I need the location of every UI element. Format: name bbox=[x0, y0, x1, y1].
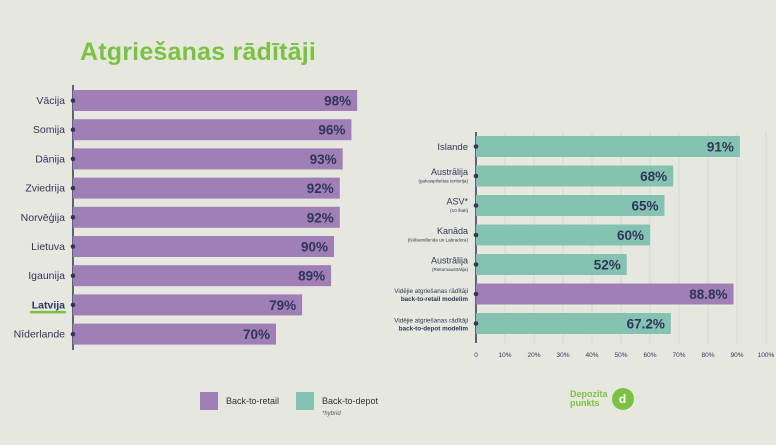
left-bar-7 bbox=[73, 294, 303, 316]
right-tick-dot-2 bbox=[473, 203, 479, 208]
left-tick-dot-4 bbox=[70, 215, 76, 220]
right-value-label-3: 60% bbox=[617, 228, 644, 243]
right-category-sublabel-1: (galvaspilsētas teritorija) bbox=[418, 179, 468, 184]
left-tick-dot-0 bbox=[70, 98, 76, 103]
logo-text: Depozīta punkts bbox=[570, 390, 608, 408]
left-bar-0 bbox=[73, 90, 358, 111]
left-bar-6 bbox=[73, 265, 332, 287]
left-category-label-7: Latvija bbox=[32, 299, 65, 311]
left-category-label-5: Lietuva bbox=[31, 241, 65, 253]
left-category-label-3: Zviedrija bbox=[25, 183, 65, 195]
right-x-tick-9: 90% bbox=[730, 352, 743, 359]
right-bar-6 bbox=[476, 313, 671, 334]
right-bar-5 bbox=[476, 283, 734, 305]
left-bar-3 bbox=[73, 177, 340, 199]
left-tick-dot-8 bbox=[70, 331, 76, 337]
logo-line-2: punkts bbox=[570, 398, 600, 408]
right-category-label-6: Vidējie atgriešanas rādītāji bbox=[394, 318, 468, 325]
left-value-label-2: 93% bbox=[310, 152, 337, 167]
right-x-tick-8: 80% bbox=[701, 352, 714, 359]
right-value-label-4: 52% bbox=[594, 258, 621, 273]
right-category-sublabel-6: back-to-depot modelim bbox=[399, 326, 469, 333]
right-value-label-0: 91% bbox=[707, 140, 734, 155]
left-category-label-6: Igaunija bbox=[28, 270, 65, 282]
right-category-sublabel-5: back-to-retail modelim bbox=[401, 296, 469, 303]
left-value-label-5: 90% bbox=[301, 240, 328, 255]
right-x-tick-4: 40% bbox=[585, 352, 598, 359]
right-tick-dot-1 bbox=[473, 173, 479, 179]
right-category-sublabel-2: (10 štati) bbox=[450, 208, 468, 213]
right-x-tick-5: 50% bbox=[614, 352, 627, 359]
left-bar-4 bbox=[73, 206, 340, 228]
left-tick-dot-1 bbox=[70, 127, 76, 132]
legend-retail-swatch bbox=[200, 392, 218, 410]
left-bar-8 bbox=[73, 323, 276, 345]
right-tick-dot-0 bbox=[473, 144, 479, 149]
right-x-tick-10: 100% bbox=[758, 352, 775, 359]
legend-retail: Back-to-retail bbox=[200, 392, 279, 410]
right-x-tick-7: 70% bbox=[672, 352, 685, 359]
right-x-tick-3: 30% bbox=[556, 352, 569, 359]
highlight-underline bbox=[30, 310, 66, 314]
left-value-label-0: 98% bbox=[324, 94, 351, 109]
right-bar-3 bbox=[476, 224, 650, 246]
legend-retail-label: Back-to-retail bbox=[226, 396, 280, 406]
right-category-label-5: Vidējie atgriešanas rādītāji bbox=[394, 288, 468, 295]
chart-title: Atgriešanas rādītāji bbox=[80, 38, 317, 66]
right-category-label-1: Austrālija bbox=[431, 167, 468, 177]
legend-depot-note: *hybrid bbox=[322, 411, 341, 417]
right-tick-dot-4 bbox=[473, 262, 479, 267]
right-value-label-1: 68% bbox=[640, 169, 667, 184]
right-bar-1 bbox=[476, 165, 674, 187]
left-value-label-6: 89% bbox=[298, 269, 325, 284]
left-bar-2 bbox=[73, 148, 343, 170]
logo-mark-icon: d bbox=[611, 388, 634, 410]
left-category-label-0: Vācija bbox=[36, 95, 65, 107]
right-bar-4 bbox=[476, 254, 627, 275]
left-tick-dot-3 bbox=[70, 185, 76, 191]
left-value-label-3: 92% bbox=[307, 181, 334, 196]
right-x-tick-1: 10% bbox=[498, 352, 511, 359]
left-tick-dot-7 bbox=[70, 302, 76, 308]
right-category-sublabel-3: (Ņūfaundlenda un Labradora) bbox=[408, 238, 469, 243]
right-value-label-2: 65% bbox=[631, 199, 658, 214]
left-bar-1 bbox=[73, 119, 352, 141]
right-x-tick-6: 60% bbox=[643, 352, 656, 359]
right-category-label-0: Islande bbox=[437, 142, 468, 153]
legend-depot-swatch bbox=[296, 392, 314, 410]
left-tick-dot-2 bbox=[70, 156, 76, 162]
left-value-label-7: 79% bbox=[269, 298, 296, 313]
left-category-label-8: Nīderlande bbox=[14, 329, 66, 341]
legend-depot-label: Back-to-depot bbox=[322, 396, 379, 406]
left-category-label-1: Somija bbox=[33, 124, 65, 136]
depozita-punkts-logo: Depozīta punkts d bbox=[570, 388, 634, 410]
right-category-label-3: Kanāda bbox=[437, 226, 468, 236]
right-value-label-6: 67.2% bbox=[627, 317, 665, 332]
right-tick-dot-6 bbox=[473, 321, 479, 326]
left-tick-dot-6 bbox=[70, 273, 76, 279]
right-category-label-4: Austrālija bbox=[431, 256, 468, 266]
right-category-sublabel-4: (Rietumaustrālija) bbox=[432, 267, 468, 272]
right-bar-2 bbox=[476, 195, 665, 216]
left-tick-dot-5 bbox=[70, 244, 76, 249]
left-value-label-1: 96% bbox=[318, 123, 345, 138]
left-category-label-4: Norvēģija bbox=[21, 211, 66, 224]
right-x-tick-0: 0 bbox=[474, 352, 478, 359]
right-tick-dot-3 bbox=[473, 232, 479, 238]
right-category-label-2: ASV* bbox=[446, 197, 468, 207]
right-value-label-5: 88.8% bbox=[689, 287, 727, 302]
left-value-label-8: 70% bbox=[243, 327, 270, 342]
right-x-tick-2: 20% bbox=[527, 352, 540, 359]
logo-line-1: Depozīta bbox=[570, 389, 608, 399]
legend-depot: Back-to-depot *hybrid bbox=[296, 392, 379, 417]
left-category-label-2: Dānija bbox=[35, 153, 65, 165]
right-bar-0 bbox=[476, 136, 740, 157]
left-bar-5 bbox=[73, 236, 334, 257]
right-tick-dot-5 bbox=[473, 291, 479, 297]
left-value-label-4: 92% bbox=[307, 210, 334, 225]
